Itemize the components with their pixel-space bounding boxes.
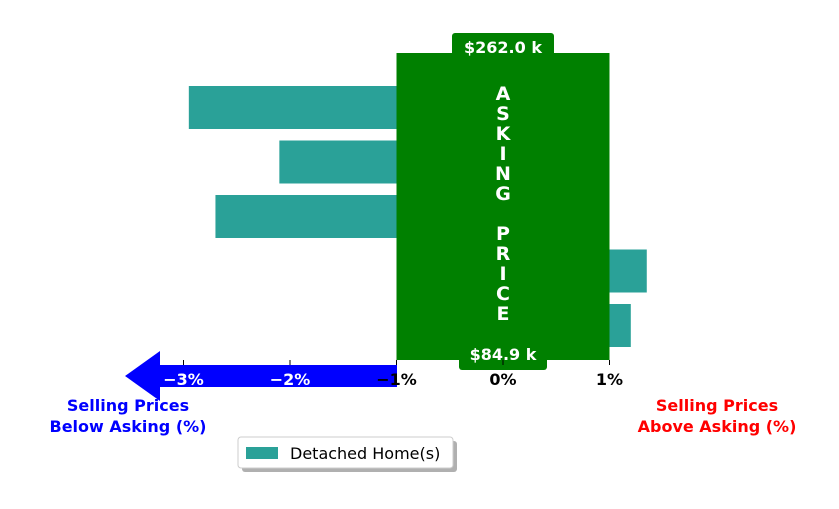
band-letter-11: C	[496, 283, 510, 305]
x-tick-label-2: −2%	[270, 370, 311, 389]
band-letter-6: G	[495, 183, 511, 205]
legend-swatch	[246, 447, 278, 459]
left-arrow-icon	[125, 351, 397, 401]
band-letter-2: S	[496, 103, 510, 125]
left-caption-line-2: Below Asking (%)	[50, 417, 207, 436]
top-price-label-bg	[452, 33, 554, 61]
asking-price-band-rect	[396, 53, 610, 360]
right-caption-line-1: Selling Prices	[656, 396, 778, 415]
band-letter-8: P	[496, 223, 510, 245]
legend-entry-label: Detached Home(s)	[290, 444, 440, 463]
bottom-price-label: $84.9 k	[470, 345, 537, 364]
bottom-price-label-bg	[459, 340, 547, 370]
right-caption-line-2: Above Asking (%)	[638, 417, 797, 436]
band-letter-12: E	[497, 303, 510, 325]
legend: Detached Home(s)	[237, 436, 457, 472]
x-tick-label-3: −1%	[376, 370, 417, 389]
x-tick-label-5: 1%	[596, 370, 623, 389]
left-caption-line-1: Selling Prices	[67, 396, 189, 415]
band-letter-1: A	[496, 83, 511, 105]
x-tick-label-4: 0%	[489, 370, 516, 389]
band-letter-4: I	[499, 143, 506, 165]
legend-box	[237, 436, 454, 469]
band-letter-3: K	[496, 123, 512, 145]
band-letter-5: N	[495, 163, 511, 185]
band-letter-10: I	[499, 263, 506, 285]
top-price-label: $262.0 k	[464, 38, 542, 57]
x-tick-label-1: −3%	[163, 370, 204, 389]
band-letter-9: R	[496, 243, 511, 265]
x-axis-ticks: −3% −2% −1% 0% 1%	[163, 360, 623, 389]
